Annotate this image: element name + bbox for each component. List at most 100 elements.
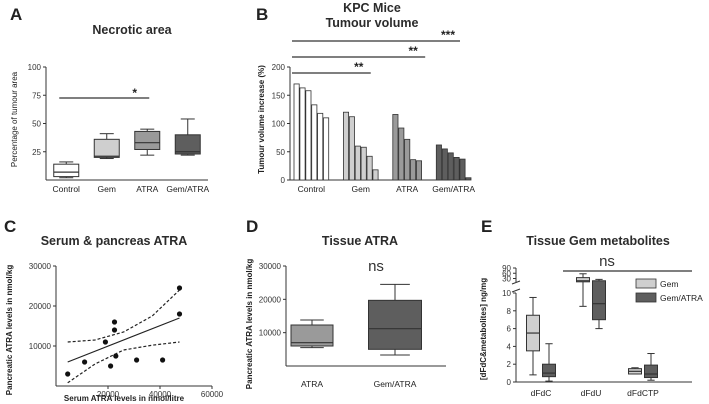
panel-d-chart: 10000 20000 30000 Pancreatic ATRA levels in…	[245, 258, 446, 389]
b-bar-3-1	[441, 148, 448, 181]
c-point-7	[134, 357, 140, 363]
e-legend-swatch-1	[635, 292, 657, 303]
b-bar-3-4	[459, 158, 466, 181]
e-box-1-1-box	[592, 280, 606, 321]
panel-c-chart: 10000 20000 30000 20000 40000 60000 Serum ATRA…	[5, 262, 224, 403]
a-y-axis-label: Percentage of tumour area	[10, 71, 19, 167]
e-box-0-1-box	[576, 277, 590, 283]
b-significance-label-2: ***	[441, 28, 455, 42]
a-y-tick-label: 75	[32, 91, 41, 100]
b-y-tick-label: 100	[272, 120, 286, 129]
b-bar-1-5	[372, 169, 379, 181]
b-bar-0-0	[293, 83, 300, 181]
a-y-tick-label: 25	[32, 148, 41, 157]
d-category-label: ATRA	[301, 379, 323, 389]
c-y-tick-label: 20000	[29, 302, 52, 311]
a-y-tick-label: 50	[32, 120, 41, 129]
e-category-label: dFdCTP	[627, 388, 659, 398]
panel-a-letter: A	[10, 5, 22, 24]
c-x-tick-label: 20000	[97, 390, 120, 399]
d-y-tick-label: 30000	[259, 262, 282, 271]
b-y-tick-label: 200	[272, 63, 286, 72]
e-y-tick-label: 8	[507, 307, 512, 316]
panel-b-letter: B	[256, 5, 268, 24]
a-category-label: Gem/ATRA	[166, 184, 209, 194]
c-point-8	[160, 357, 166, 363]
c-ci-lower	[67, 341, 180, 384]
b-bar-0-3	[311, 104, 318, 181]
panel-d-title: Tissue ATRA	[322, 234, 398, 248]
panel-b-chart: 0 50 100 150 200 Tumour volume increase (%) Co…	[257, 28, 475, 194]
b-group-label: Control	[298, 184, 326, 194]
c-x-tick-label: 40000	[149, 390, 172, 399]
e-y-tick-label: 60	[502, 269, 511, 278]
b-bar-2-1	[398, 127, 405, 181]
panel-b-title: Tumour volume	[326, 16, 419, 30]
e-y-tick-label: 6	[507, 325, 512, 334]
c-point-3	[108, 363, 114, 369]
b-bar-3-2	[447, 152, 454, 181]
e-y-tick-label: 30	[502, 275, 511, 284]
d-box-1-box	[368, 299, 422, 350]
c-point-9	[176, 311, 183, 317]
b-bar-1-0	[342, 111, 349, 181]
a-box-2-box	[134, 130, 161, 150]
e-y-tick-label: 90	[502, 264, 511, 273]
panel-e-title: Tissue Gem metabolites	[526, 234, 670, 248]
panel-a-chart: 25 50 75 100 Percentage of tumour area Contro…	[10, 63, 209, 194]
a-box-0-box	[53, 163, 80, 178]
b-y-axis-label: Tumour volume increase (%)	[257, 65, 266, 174]
b-bar-3-5	[465, 177, 472, 181]
b-y-tick-label: 150	[272, 91, 286, 100]
d-ns-annotation: ns	[368, 258, 384, 275]
panel-c-title: Serum & pancreas ATRA	[41, 234, 188, 248]
b-significance-label-1: **	[409, 44, 419, 58]
c-regression-line	[67, 317, 180, 363]
c-point-10	[176, 285, 183, 291]
b-bar-2-2	[404, 138, 411, 181]
a-significance-label: *	[132, 86, 137, 100]
e-box-1-0-box	[542, 363, 556, 378]
d-category-label: Gem/ATRA	[374, 379, 417, 389]
c-point-0	[65, 371, 71, 377]
c-point-6	[113, 353, 119, 359]
panel-a-title: Necrotic area	[92, 23, 172, 37]
c-point-1	[82, 359, 88, 365]
panel-e-letter: E	[481, 217, 492, 236]
b-group-label: Gem	[352, 184, 370, 194]
b-bar-3-0	[435, 144, 442, 181]
e-legend-label-1: Gem/ATRA	[660, 293, 703, 303]
e-legend-label-0: Gem	[660, 279, 678, 289]
c-point-2	[102, 339, 108, 345]
e-y-tick-label: 4	[507, 342, 512, 351]
b-y-tick-label: 0	[281, 176, 286, 185]
e-category-label: dFdU	[581, 388, 602, 398]
panel-b-group: KPC Mice	[343, 1, 401, 15]
e-category-label: dFdC	[531, 388, 552, 398]
b-bar-3-3	[453, 156, 460, 181]
b-significance-label-0: **	[354, 60, 364, 74]
e-box-1-2-box	[644, 364, 658, 379]
e-y-tick-label: 0	[507, 378, 512, 387]
a-box-3-box	[174, 134, 201, 155]
b-group-label: Gem/ATRA	[432, 184, 475, 194]
e-legend-swatch-0	[635, 278, 657, 289]
b-bar-0-4	[317, 112, 324, 181]
b-bar-2-3	[410, 159, 417, 181]
b-bar-2-4	[415, 160, 422, 181]
d-y-axis-label: Pancreatic ATRA levels in nmol/kg	[245, 259, 254, 390]
b-bar-0-1	[299, 87, 306, 181]
b-bar-1-3	[360, 146, 367, 181]
b-bar-1-2	[354, 145, 361, 181]
c-x-axis-label: Serum ATRA levels in nmol/litre	[64, 394, 185, 403]
b-bar-1-4	[366, 155, 373, 181]
e-y-tick-label: 10	[502, 289, 511, 298]
a-category-label: Control	[53, 184, 81, 194]
e-y-axis-label: [dFdC&metabolites] ng/mg	[479, 278, 488, 380]
c-y-axis-label: Pancreatic ATRA levels in nmol/kg	[5, 265, 14, 396]
e-ns-annotation: ns	[599, 253, 615, 270]
d-box-0-box	[290, 324, 334, 347]
a-y-tick-label: 100	[28, 63, 42, 72]
